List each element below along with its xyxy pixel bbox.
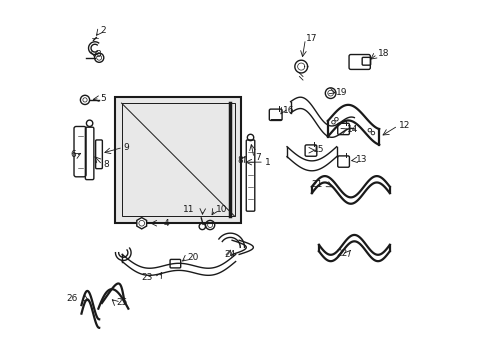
Text: 4: 4: [163, 219, 169, 228]
Text: 15: 15: [313, 145, 324, 154]
Text: 18: 18: [377, 49, 389, 58]
Text: 11: 11: [183, 205, 195, 214]
Text: 8: 8: [103, 160, 109, 169]
Text: 1: 1: [264, 158, 270, 167]
Text: 26: 26: [66, 294, 78, 303]
Text: 3: 3: [95, 50, 101, 59]
Text: 25: 25: [116, 298, 127, 307]
Text: 16: 16: [283, 107, 294, 116]
Text: 9: 9: [123, 143, 129, 152]
Text: 6: 6: [70, 150, 76, 159]
Text: 13: 13: [355, 155, 366, 164]
Text: 10: 10: [215, 205, 227, 214]
Text: 24: 24: [224, 250, 235, 259]
Text: 2: 2: [100, 26, 105, 35]
FancyBboxPatch shape: [115, 97, 241, 222]
Text: 17: 17: [305, 34, 317, 43]
Polygon shape: [137, 217, 146, 229]
Text: 12: 12: [398, 121, 409, 130]
Text: 19: 19: [335, 88, 346, 97]
Text: 5: 5: [101, 94, 106, 103]
Text: 23: 23: [141, 273, 152, 282]
Text: 21: 21: [310, 180, 322, 189]
Text: 8: 8: [237, 156, 243, 165]
Text: 7: 7: [254, 153, 260, 162]
Text: 14: 14: [346, 125, 358, 134]
Text: 22: 22: [336, 249, 347, 258]
Text: 20: 20: [187, 253, 198, 262]
